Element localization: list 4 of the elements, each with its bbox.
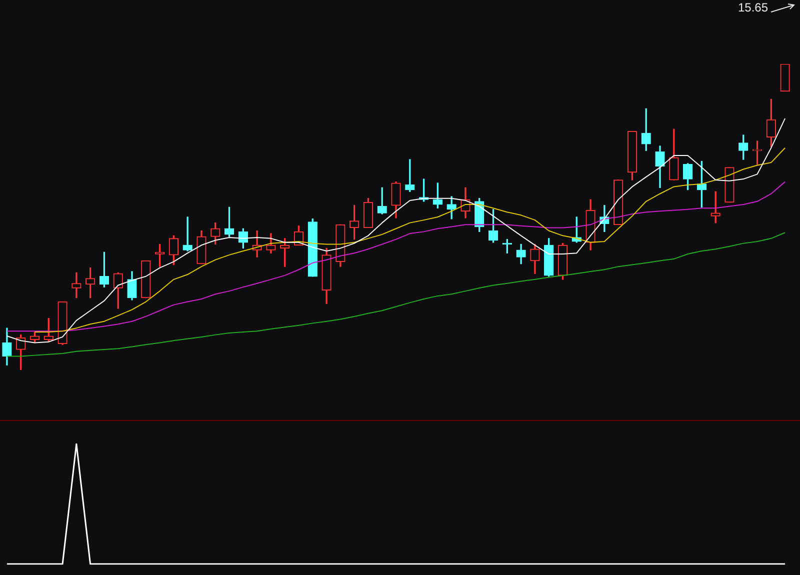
candlestick: [182, 216, 192, 252]
candlestick: [72, 272, 82, 298]
candlestick: [710, 191, 720, 224]
text: 15.65: [738, 0, 768, 14]
